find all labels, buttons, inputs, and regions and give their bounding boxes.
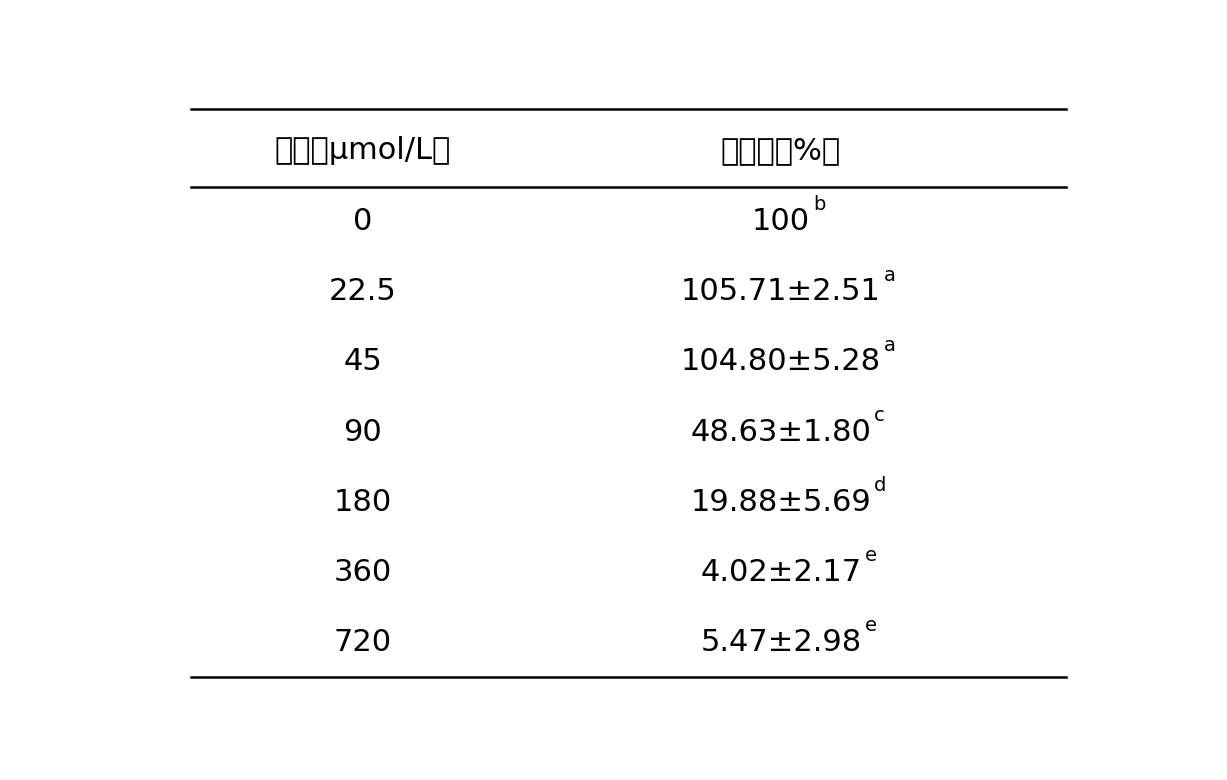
Text: 90: 90 — [344, 417, 382, 446]
Text: 0: 0 — [353, 207, 372, 236]
Text: 19.88±5.69: 19.88±5.69 — [691, 488, 871, 516]
Text: a: a — [883, 265, 896, 285]
Text: 100: 100 — [752, 207, 810, 236]
Text: 存活率（%）: 存活率（%） — [721, 136, 840, 165]
Text: 22.5: 22.5 — [329, 278, 396, 307]
Text: 浓度（μmol/L）: 浓度（μmol/L） — [275, 136, 450, 165]
Text: c: c — [875, 406, 885, 425]
Text: a: a — [883, 335, 896, 355]
Text: 720: 720 — [334, 628, 391, 657]
Text: d: d — [874, 476, 887, 495]
Text: 4.02±2.17: 4.02±2.17 — [701, 558, 861, 587]
Text: e: e — [865, 616, 876, 635]
Text: 48.63±1.80: 48.63±1.80 — [691, 417, 871, 446]
Text: 180: 180 — [334, 488, 391, 516]
Text: 105.71±2.51: 105.71±2.51 — [681, 278, 881, 307]
Text: 45: 45 — [344, 347, 382, 377]
Text: 360: 360 — [334, 558, 391, 587]
Text: 5.47±2.98: 5.47±2.98 — [701, 628, 861, 657]
Text: b: b — [814, 196, 826, 215]
Text: 104.80±5.28: 104.80±5.28 — [681, 347, 881, 377]
Text: e: e — [864, 546, 876, 565]
